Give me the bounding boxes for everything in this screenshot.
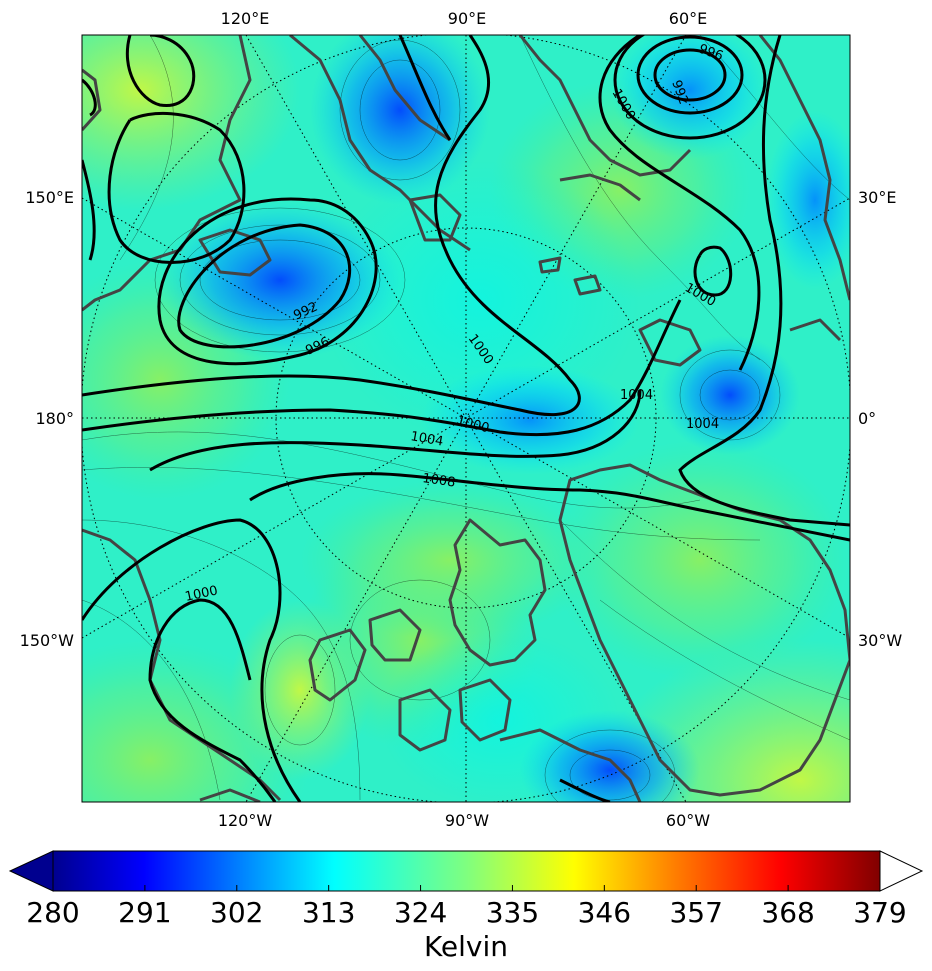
colorbar-gradient [52, 850, 881, 892]
top-longitude-label: 60°E [669, 9, 707, 28]
right-longitude-label: 0° [858, 409, 876, 428]
colorbar-tick-label: 368 [761, 896, 814, 929]
top-longitude-label: 90°E [448, 9, 486, 28]
colorbar-tick-label: 313 [302, 896, 355, 929]
right-longitude-label: 30°E [858, 188, 896, 207]
colorbar-tick-label: 302 [210, 896, 263, 929]
top-longitude-label: 120°E [221, 9, 270, 28]
colorbar-label: Kelvin [424, 930, 508, 963]
colorbar-extend-max [879, 850, 924, 892]
colorbar-tick-label: 379 [853, 896, 906, 929]
contour-label: 1008 [421, 471, 456, 490]
contour-label: 1004 [686, 417, 719, 432]
pressure-contours [82, 35, 850, 802]
contour-label: 1004 [620, 388, 653, 403]
contour-label: 1000 [184, 583, 219, 605]
colorbar-extend-min [8, 850, 54, 892]
longitude-labels: 120°E 90°E 60°E 120°W 90°W 60°W 150°E 18… [20, 9, 903, 830]
left-longitude-label: 150°W [20, 631, 75, 650]
right-longitude-label: 30°W [858, 631, 902, 650]
colorbar-ticks: 280 291 302 313 324 335 346 357 368 379 [26, 885, 907, 929]
left-longitude-label: 180° [35, 409, 74, 428]
colorbar-tick-label: 291 [118, 896, 171, 929]
bottom-longitude-label: 60°W [666, 811, 710, 830]
colorbar: 280 291 302 313 324 335 346 357 368 379 Kelvin [8, 850, 924, 963]
bottom-longitude-label: 120°W [218, 811, 273, 830]
coastlines [82, 35, 850, 802]
colorbar-tick-label: 357 [669, 896, 722, 929]
colorbar-tick-label: 280 [26, 896, 79, 929]
bottom-longitude-label: 90°W [445, 811, 489, 830]
colorbar-tick-label: 335 [486, 896, 539, 929]
colorbar-tick-label: 346 [578, 896, 631, 929]
left-longitude-label: 150°E [25, 188, 74, 207]
thin-contours [82, 35, 850, 802]
contour-label: 1004 [409, 429, 444, 450]
map-frame [81, 34, 851, 803]
colorbar-tick-label: 324 [394, 896, 447, 929]
